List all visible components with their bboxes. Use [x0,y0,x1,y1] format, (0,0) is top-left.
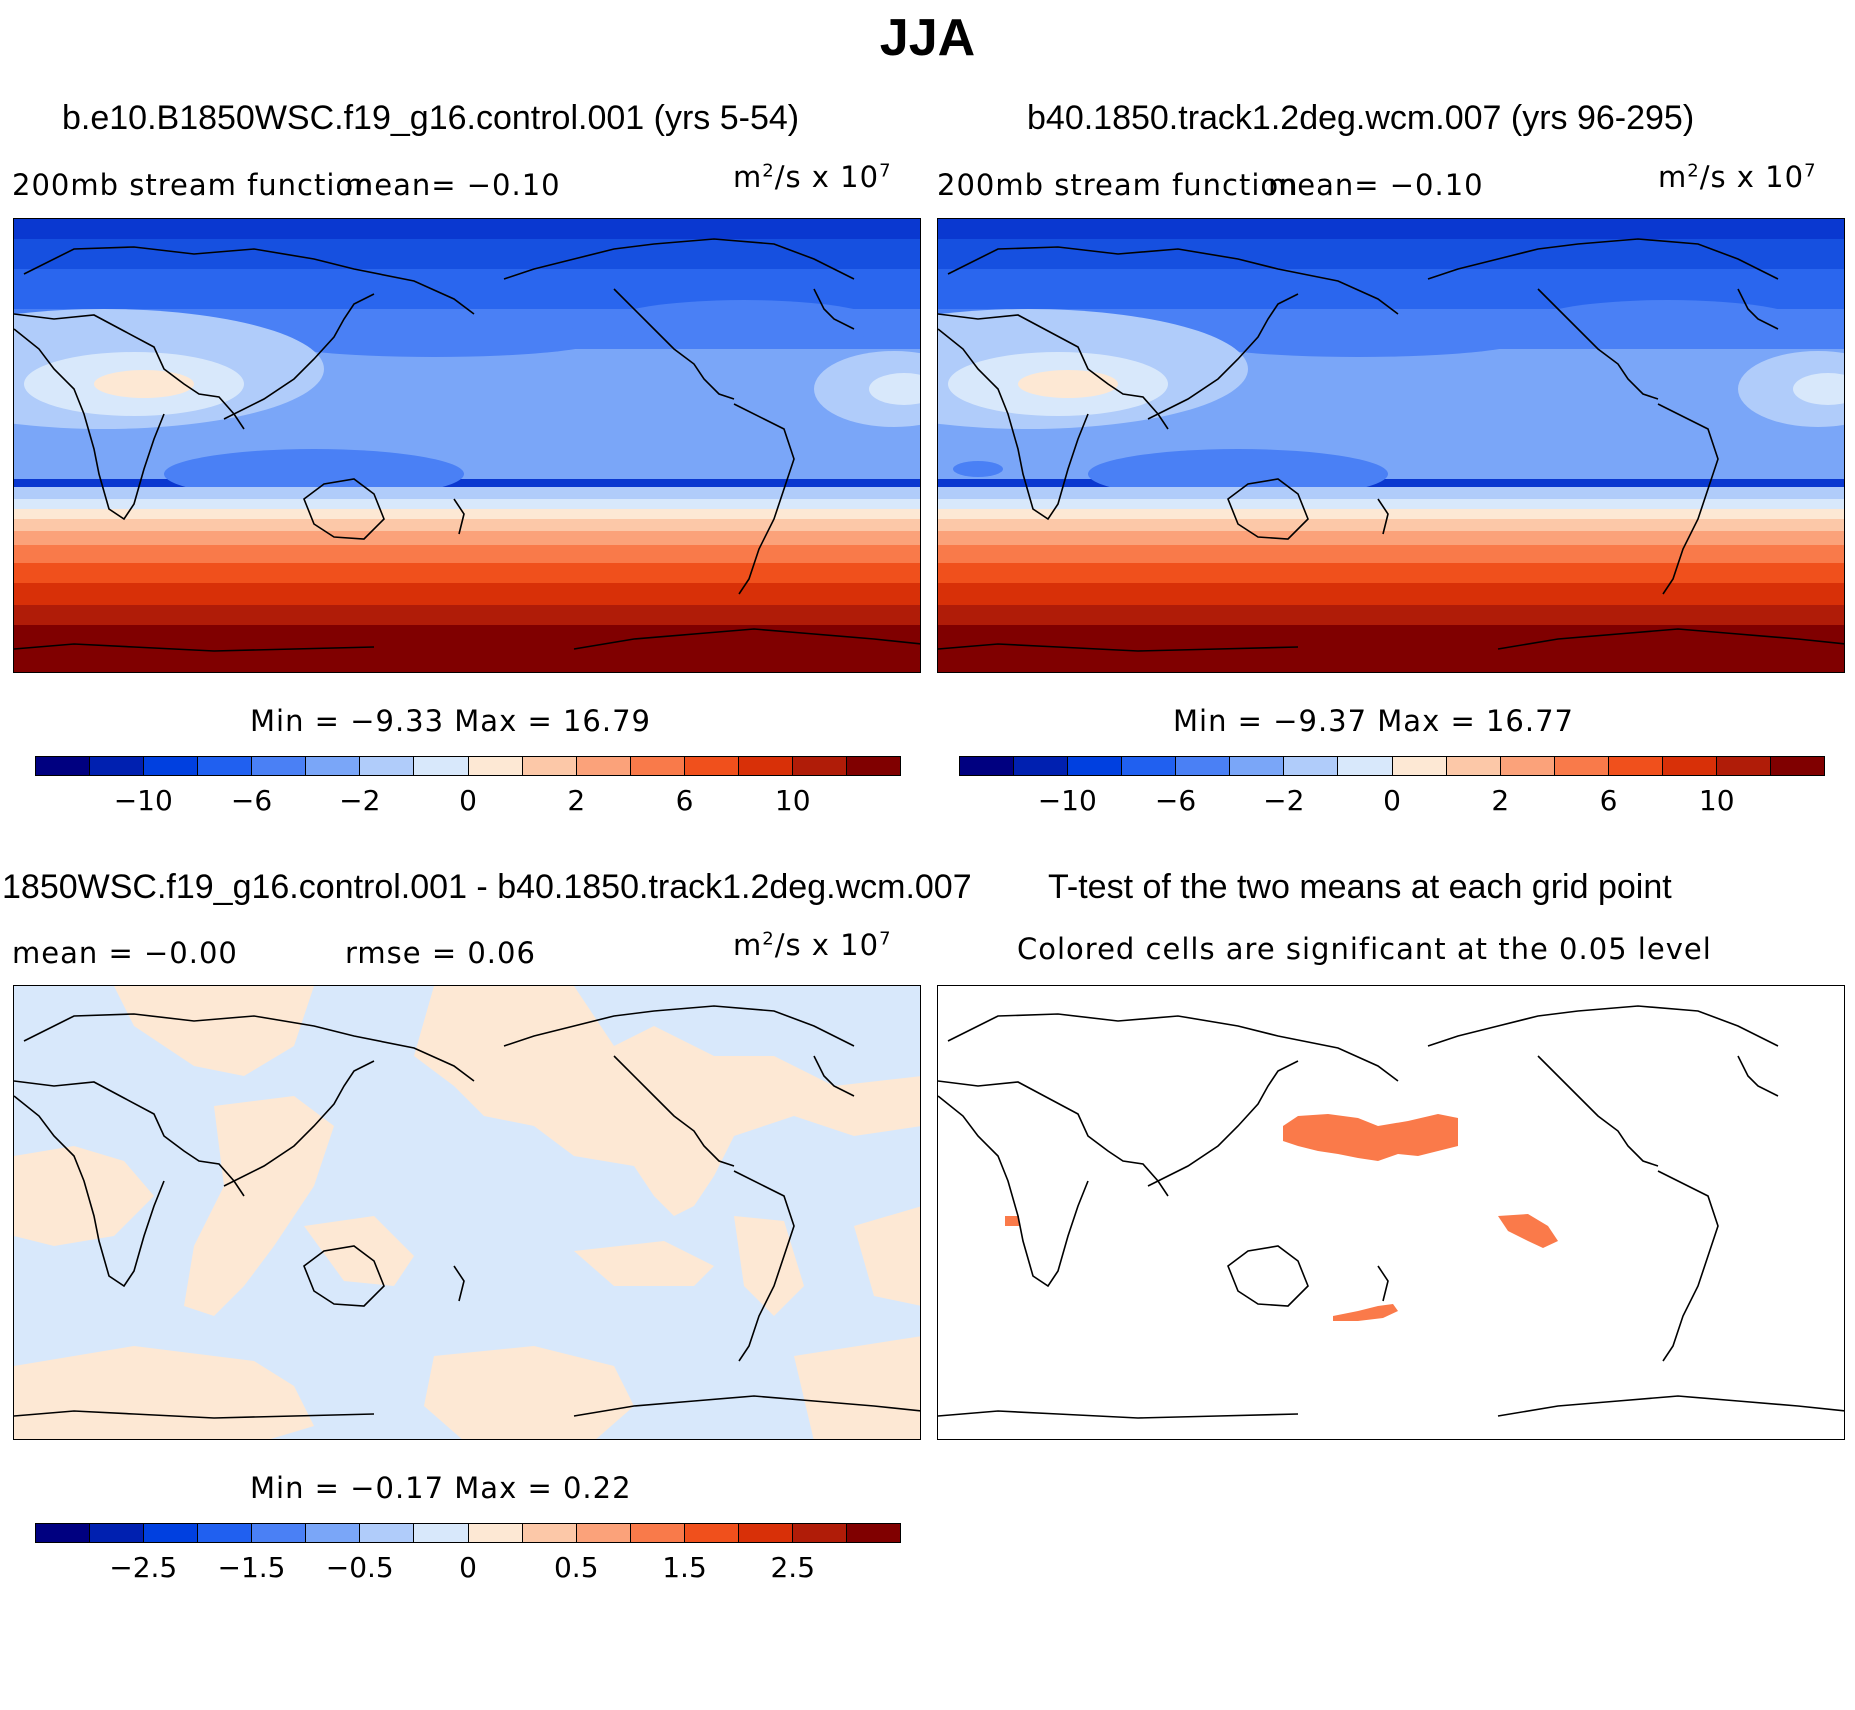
colorbar-swatch [1338,757,1393,775]
colorbar-swatch [1770,757,1824,775]
colorbar-tick-label: −1.5 [217,1551,286,1584]
colorbar-swatch [1608,757,1663,775]
panel-title-control: b.e10.B1850WSC.f19_g16.control.001 (yrs … [62,99,800,137]
colorbar-tick-label: −2.5 [109,1551,178,1584]
colorbar-swatch [144,757,199,775]
colorbar-tick-label: 2 [567,784,586,817]
colorbar-tick-label: 0 [459,1551,477,1584]
colorbar-swatch [522,1524,577,1542]
colorbar-swatch [1176,757,1231,775]
colorbar-tick-label: 0 [1383,784,1401,817]
colorbar-swatch [1392,757,1447,775]
colorbar-difference [35,1523,901,1543]
colorbar-control [35,756,901,776]
colorbar-swatch [198,757,253,775]
colorbar-swatch [36,1524,91,1542]
units-label: m2/s x 107 [733,160,892,194]
colorbar-swatch [846,1524,900,1542]
colorbar-swatch [306,1524,361,1542]
colorbar-swatch [1230,757,1285,775]
colorbar-swatch [90,757,145,775]
colorbar-swatch [306,757,361,775]
colorbar-swatch [252,757,307,775]
colorbar-swatch [684,1524,739,1542]
min-max-values: Min = −9.37 Max = 16.77 [1173,704,1574,738]
variable-label: 200mb stream function [937,168,1299,202]
colorbar-tick-label: −10 [113,784,173,817]
min-max-values: Min = −0.17 Max = 0.22 [250,1471,632,1505]
colorbar-swatch [792,1524,847,1542]
rmse-value: rmse = 0.06 [345,936,536,970]
stream-function-map-test [937,218,1845,673]
panel-title-difference: 1850WSC.f19_g16.control.001 - b40.1850.t… [2,868,972,906]
colorbar-tick-label: −6 [1154,784,1197,817]
colorbar-tick-label: −10 [1037,784,1097,817]
stream-function-map-control [13,218,921,673]
mean-value: mean = −0.00 [12,936,238,970]
colorbar-swatch [468,757,523,775]
colorbar-tick-label: 6 [675,784,694,817]
variable-label: 200mb stream function [12,168,374,202]
ttest-significance-map [937,985,1845,1440]
colorbar-swatch [1716,757,1771,775]
colorbar-tick-label: 10 [774,784,811,817]
colorbar-swatch [360,1524,415,1542]
colorbar-swatch [1500,757,1555,775]
figure-title: JJA [879,9,976,67]
colorbar-swatch [90,1524,145,1542]
colorbar-swatch [414,757,469,775]
panel-title-ttest: T-test of the two means at each grid poi… [1048,868,1672,906]
units-label: m2/s x 107 [1658,160,1817,194]
colorbar-swatch [1554,757,1609,775]
colorbar-swatch [1662,757,1717,775]
colorbar-swatch [522,757,577,775]
colorbar-swatch [684,757,739,775]
difference-map [13,985,921,1440]
colorbar-swatch [1122,757,1177,775]
significance-note: Colored cells are significant at the 0.0… [1017,932,1712,966]
colorbar-test [959,756,1825,776]
colorbar-swatch [576,1524,631,1542]
colorbar-tick-label: 2 [1491,784,1510,817]
colorbar-swatch [738,1524,793,1542]
mean-value: mean= −0.10 [1268,168,1484,202]
colorbar-tick-label: −6 [230,784,273,817]
colorbar-swatch [792,757,847,775]
colorbar-tick-label: −2 [339,784,381,817]
colorbar-swatch [468,1524,523,1542]
colorbar-swatch [1068,757,1123,775]
colorbar-swatch [360,757,415,775]
colorbar-tick-label: 2.5 [770,1551,816,1584]
panel-title-test: b40.1850.track1.2deg.wcm.007 (yrs 96-295… [1027,99,1695,137]
colorbar-tick-label: 0.5 [553,1551,599,1584]
colorbar-swatch [630,1524,685,1542]
colorbar-tick-label: −2 [1263,784,1305,817]
colorbar-swatch [144,1524,199,1542]
colorbar-swatch [738,757,793,775]
colorbar-swatch [36,757,91,775]
colorbar-swatch [576,757,631,775]
colorbar-tick-label: 6 [1599,784,1618,817]
colorbar-swatch [846,757,900,775]
colorbar-swatch [252,1524,307,1542]
min-max-values: Min = −9.33 Max = 16.79 [250,704,651,738]
colorbar-swatch [630,757,685,775]
colorbar-swatch [1446,757,1501,775]
colorbar-swatch [1014,757,1069,775]
colorbar-tick-label: −0.5 [325,1551,394,1584]
colorbar-tick-label: 0 [459,784,477,817]
units-label: m2/s x 107 [733,928,892,962]
colorbar-tick-label: 1.5 [662,1551,707,1584]
colorbar-swatch [414,1524,469,1542]
colorbar-swatch [198,1524,253,1542]
colorbar-swatch [1284,757,1339,775]
colorbar-swatch [960,757,1015,775]
colorbar-tick-label: 10 [1698,784,1735,817]
mean-value: mean= −0.10 [345,168,561,202]
